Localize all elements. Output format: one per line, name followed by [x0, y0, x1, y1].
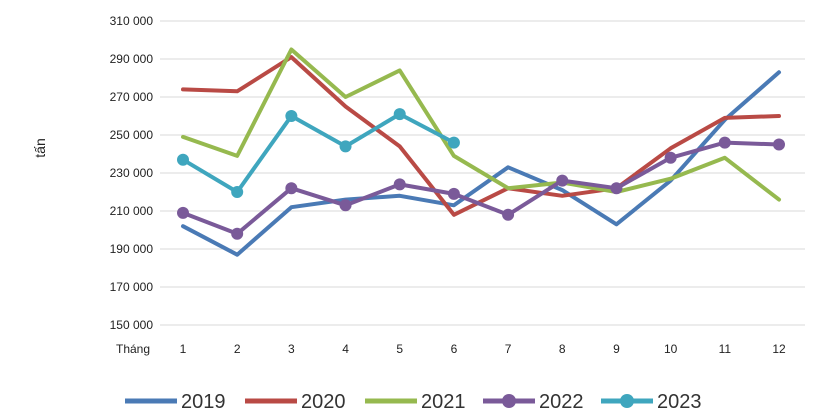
data-point: [773, 138, 785, 151]
data-point: [447, 187, 460, 200]
series-line: [181, 112, 456, 194]
y-tick-label: 310 000: [110, 14, 154, 28]
y-tick-label: 170 000: [110, 280, 154, 294]
y-tick-label: 270 000: [110, 90, 154, 104]
legend-item-2022: 2022: [483, 391, 584, 413]
y-tick-label: 250 000: [110, 128, 154, 142]
data-point: [177, 153, 189, 166]
series-2022: [177, 136, 785, 240]
series-lines: [177, 47, 785, 257]
y-tick-label: 290 000: [110, 52, 154, 66]
data-point: [556, 174, 569, 187]
y-axis-ticks: 150 000 170 000 190 000 210 000 230 000 250 0…: [110, 14, 154, 332]
y-tick-label: 190 000: [110, 242, 154, 256]
y-axis-label: tấn: [32, 138, 48, 157]
x-axis-label: Tháng: [116, 342, 150, 356]
legend-label: 2022: [539, 391, 584, 413]
x-tick-label: 4: [342, 342, 349, 356]
series-line: [181, 55, 781, 217]
legend-marker: [620, 394, 634, 408]
legend-item-2021: 2021: [365, 391, 466, 413]
data-point: [285, 182, 298, 195]
data-point: [718, 136, 731, 149]
x-tick-label: 7: [505, 342, 512, 356]
x-tick-label: 5: [396, 342, 403, 356]
x-tick-label: 1: [180, 342, 187, 356]
x-tick-label: 11: [719, 342, 732, 356]
data-point: [231, 227, 244, 240]
series-line: [181, 47, 781, 202]
data-point: [339, 199, 352, 212]
y-tick-label: 230 000: [110, 166, 154, 180]
data-point: [393, 178, 406, 191]
x-tick-label: 10: [664, 342, 678, 356]
legend-marker: [502, 394, 516, 408]
series-2023: [177, 108, 460, 198]
y-tick-label: 150 000: [110, 318, 154, 332]
x-tick-label: 3: [288, 342, 295, 356]
legend-label: 2019: [181, 391, 226, 413]
x-tick-label: 12: [772, 342, 786, 356]
data-point: [610, 182, 623, 195]
data-point: [285, 110, 298, 122]
legend-label: 2020: [301, 391, 346, 413]
series-line: [181, 70, 781, 257]
x-tick-label: 2: [234, 342, 241, 356]
data-point: [447, 136, 460, 149]
x-tick-label: 6: [451, 342, 458, 356]
data-point: [502, 208, 515, 221]
data-point: [339, 140, 352, 153]
legend-label: 2023: [657, 391, 702, 413]
series-2021: [181, 47, 781, 202]
data-point: [664, 151, 677, 164]
legend-item-2020: 2020: [245, 391, 346, 413]
x-tick-label: 9: [613, 342, 620, 356]
data-point: [393, 108, 406, 121]
legend: 2019 2020 2021 2022 2023: [125, 391, 702, 413]
series-2020: [181, 55, 781, 217]
data-point: [177, 206, 189, 219]
y-tick-label: 210 000: [110, 204, 154, 218]
data-point: [231, 186, 244, 198]
series-line: [181, 140, 781, 236]
legend-item-2023: 2023: [601, 391, 702, 413]
legend-label: 2021: [421, 391, 466, 413]
series-2019: [181, 70, 781, 257]
x-tick-label: 8: [559, 342, 566, 356]
legend-item-2019: 2019: [125, 391, 226, 413]
x-axis-ticks: 1 2 3 4 5 6 7 8 9 10 11 12: [180, 342, 786, 356]
